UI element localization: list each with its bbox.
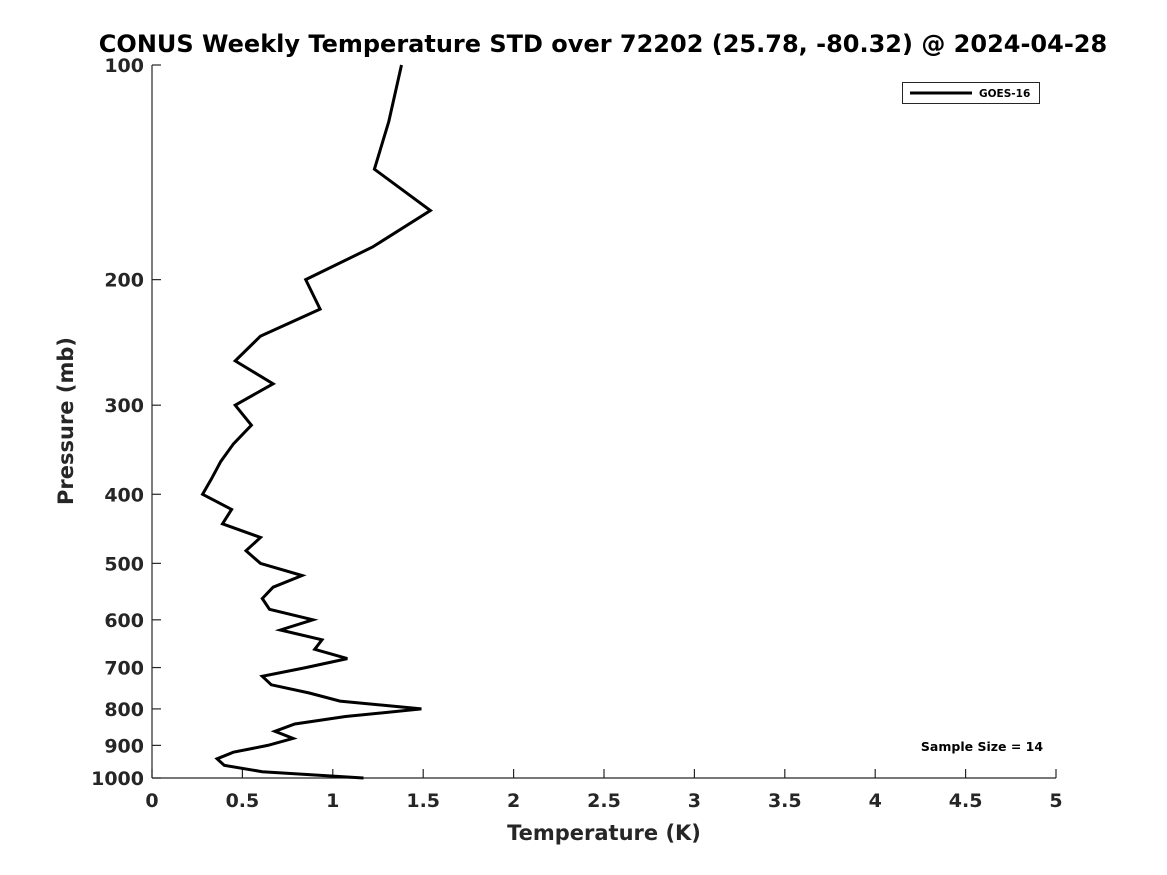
y-tick-label: 200 (104, 270, 144, 292)
y-tick-label: 1000 (91, 768, 144, 790)
x-tick-label: 0.5 (226, 790, 260, 812)
y-tick-label: 100 (104, 55, 144, 77)
x-tick-label: 3 (688, 790, 701, 812)
x-tick-label: 3.5 (768, 790, 802, 812)
y-tick-label: 900 (104, 735, 144, 757)
x-tick-label: 1.5 (406, 790, 440, 812)
y-tick-label: 500 (104, 553, 144, 575)
x-tick-label: 2.5 (587, 790, 621, 812)
y-axis-label: Pressure (mb) (54, 337, 78, 505)
legend: GOES-16 (902, 82, 1040, 104)
chart-title: CONUS Weekly Temperature STD over 72202 … (99, 30, 1107, 58)
x-tick-label: 4.5 (949, 790, 983, 812)
y-tick-label: 600 (104, 610, 144, 632)
y-tick-label: 700 (104, 658, 144, 680)
y-tick-label: 800 (104, 699, 144, 721)
x-tick-label: 1 (326, 790, 339, 812)
y-tick-label: 300 (104, 395, 144, 417)
legend-label-goes-16: GOES-16 (979, 88, 1030, 100)
x-tick-label: 4 (869, 790, 882, 812)
y-tick-label: 400 (104, 484, 144, 506)
x-tick-label: 5 (1049, 790, 1062, 812)
x-tick-label: 2 (507, 790, 520, 812)
x-axis-label: Temperature (K) (507, 821, 701, 845)
series-line-goes-16 (200, 64, 434, 780)
x-tick-label: 0 (145, 790, 158, 812)
sample-size-annotation: Sample Size = 14 (921, 739, 1043, 754)
